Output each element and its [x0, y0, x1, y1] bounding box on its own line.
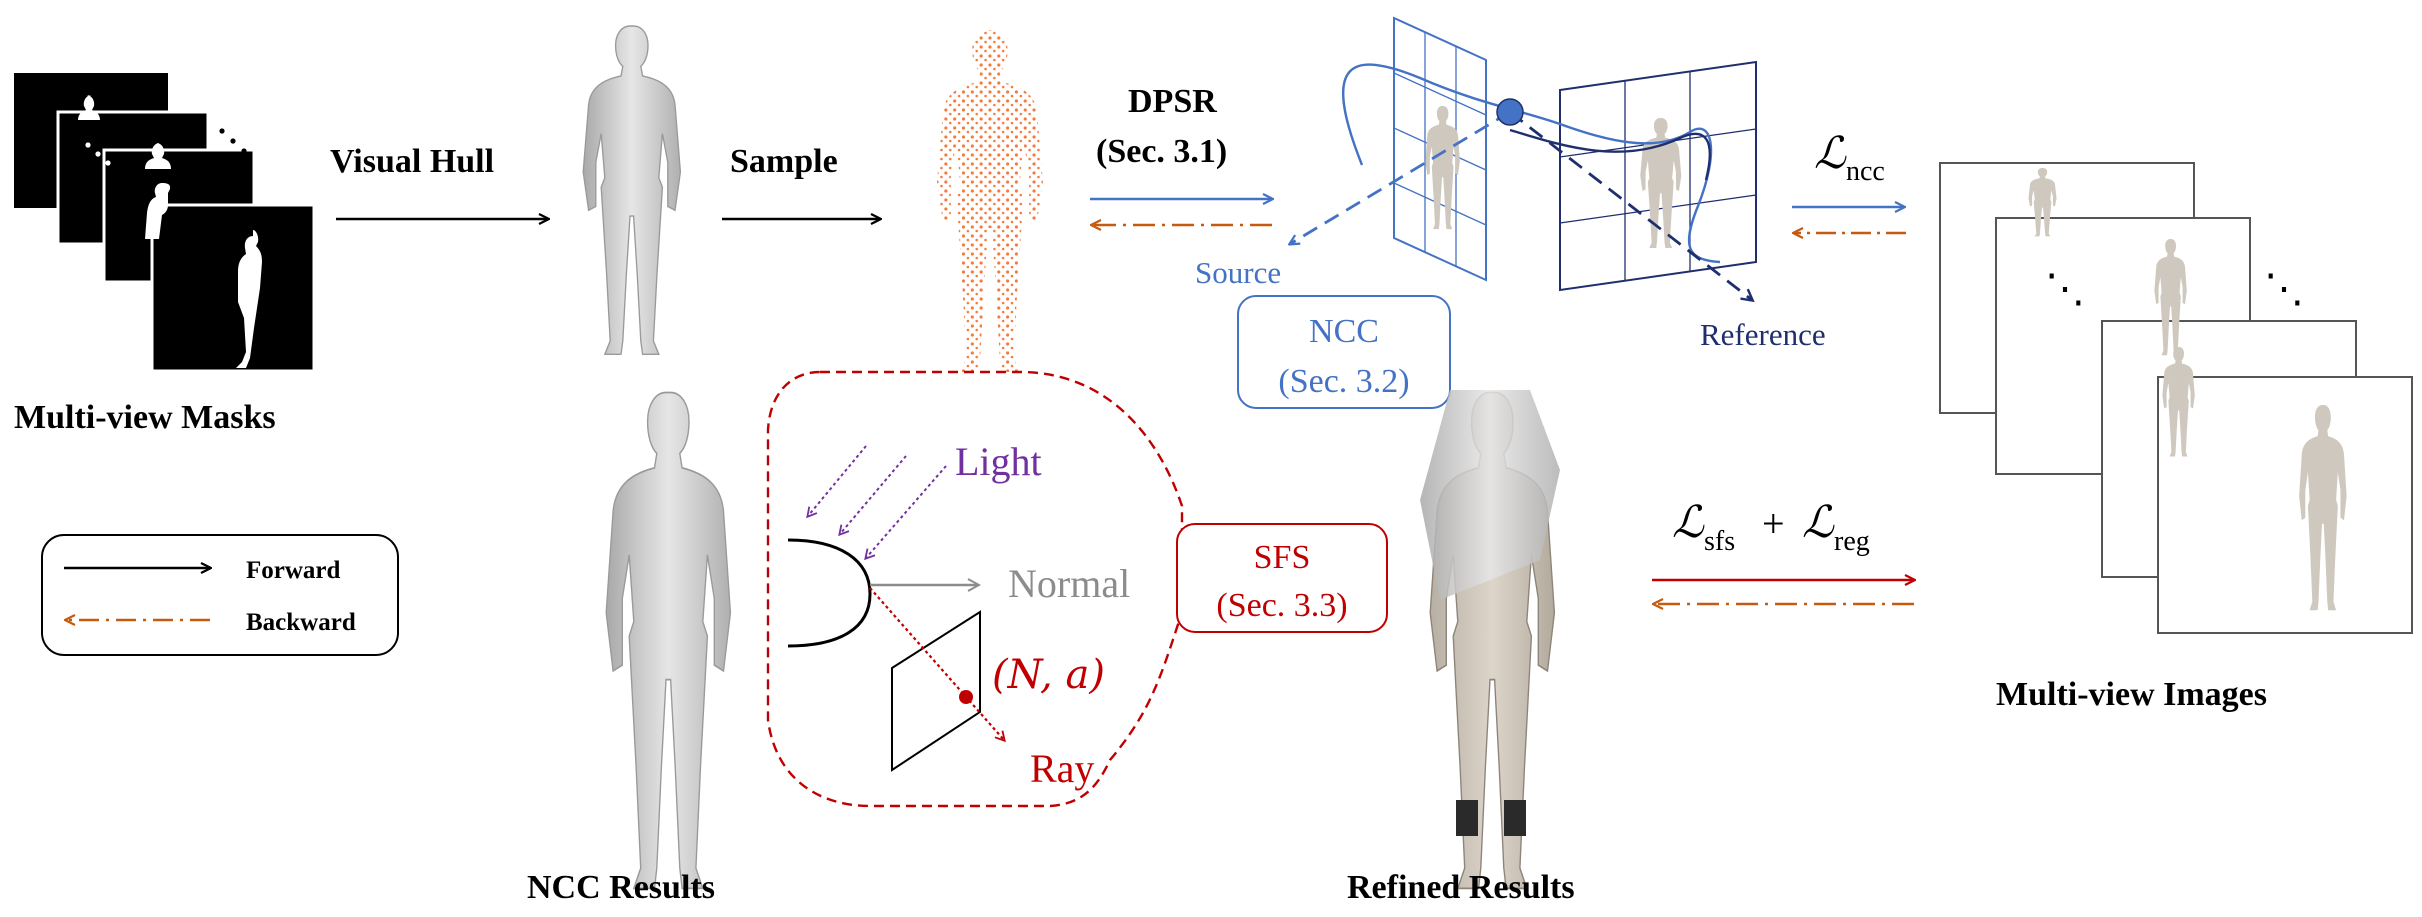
normal-albedo-label: (N, a): [992, 652, 1105, 698]
dpsr-section-label: (Sec. 3.1): [1096, 133, 1227, 170]
ncc-label: NCC: [1309, 313, 1379, 350]
loss-reg-symbol: ℒ: [1802, 497, 1835, 548]
loss-ncc-symbol: ℒ: [1814, 128, 1847, 179]
sample-label: Sample: [730, 143, 838, 180]
ray-label: Ray: [1030, 746, 1094, 791]
sfs-section-label: (Sec. 3.3): [1216, 587, 1347, 624]
sfs-detail-panel: Light Normal (N, a) Ray: [766, 370, 1184, 808]
loss-reg-subscript: reg: [1834, 526, 1870, 557]
dpsr-label: DPSR: [1128, 83, 1217, 120]
loss-sfs-subscript: sfs: [1704, 526, 1735, 557]
multi-view-images-stack: ⋱ ⋱: [1939, 162, 2413, 634]
multi-view-images-label: Multi-view Images: [1996, 676, 2267, 713]
loss-sfs-symbol: ℒ: [1672, 497, 1705, 548]
legend-backward: Backward: [246, 609, 356, 636]
light-label: Light: [955, 439, 1042, 484]
loss-sfs-reg: ℒ sfs + ℒ reg: [1672, 497, 1870, 557]
sfs-label: SFS: [1254, 539, 1311, 576]
mask-stack-icon: [14, 73, 316, 373]
refined-results-mesh: [1420, 390, 1560, 890]
reference-label: Reference: [1700, 317, 1826, 352]
loss-plus: +: [1762, 501, 1785, 546]
multi-view-masks-label: Multi-view Masks: [14, 399, 276, 436]
camera-planes-icon: [1290, 16, 1757, 300]
ncc-section-label: (Sec. 3.2): [1278, 363, 1409, 400]
visual-hull-mesh-icon: [582, 25, 682, 356]
ncc-results-label: NCC Results: [527, 869, 715, 906]
sfs-module-box: SFS (Sec. 3.3): [1176, 523, 1388, 633]
refined-results-label: Refined Results: [1347, 869, 1575, 906]
legend: Forward Backward: [41, 534, 399, 656]
normal-label: Normal: [1008, 561, 1130, 606]
ellipsis-right: ⋱: [2264, 266, 2304, 311]
source-label: Source: [1195, 255, 1281, 290]
ncc-module-box: NCC (Sec. 3.2): [1237, 295, 1451, 409]
ncc-results-mesh: [605, 391, 732, 890]
point-cloud-icon: [937, 30, 1043, 372]
legend-forward: Forward: [246, 557, 341, 584]
ellipsis-left: ⋱: [2045, 266, 2085, 311]
visual-hull-label: Visual Hull: [330, 143, 494, 180]
loss-ncc-subscript: ncc: [1846, 156, 1885, 187]
